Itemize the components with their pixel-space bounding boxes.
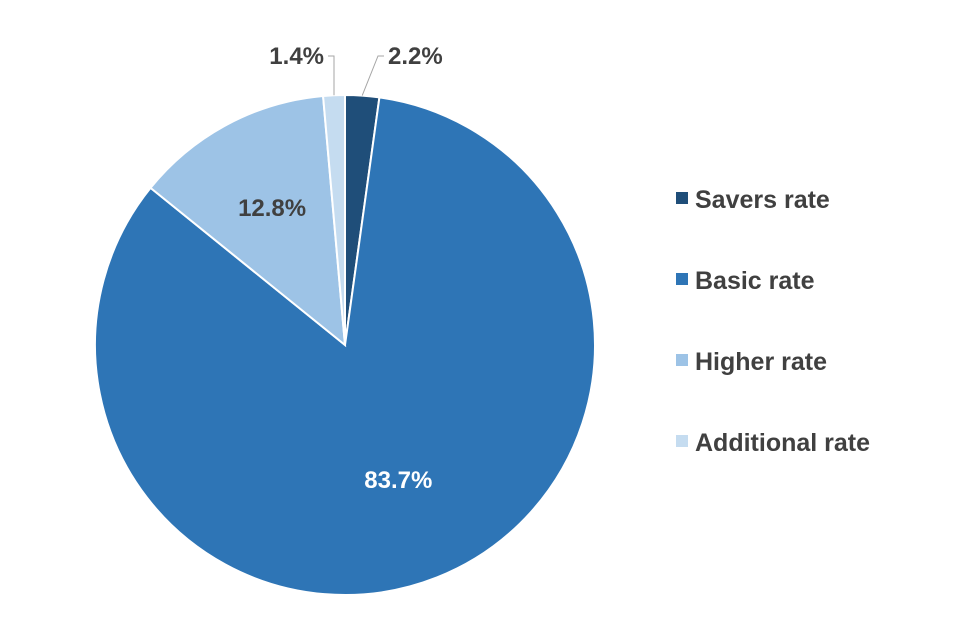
leader-line-savers-rate [361,55,384,96]
leader-line-additional-rate [328,55,335,96]
legend-label-basic-rate: Basic rate [695,267,815,295]
pie-slice-additional-rate [321,93,346,346]
legend: Savers rate Basic rate Higher rate Addition… [676,186,870,457]
data-label-higher-rate: 12.8% [238,195,306,222]
data-label-additional-rate: 1.4% [269,43,324,70]
data-labels: 2.2% 83.7% 12.8% 1.4% [238,43,443,494]
data-label-basic-rate: 83.7% [364,467,432,494]
pie-slice-higher-rate [149,94,347,348]
legend-label-additional-rate: Additional rate [695,429,870,457]
legend-swatch-higher-rate [676,354,688,366]
pie-slices [93,93,596,596]
legend-label-savers-rate: Savers rate [695,186,830,214]
legend-swatch-additional-rate [676,435,688,447]
legend-label-higher-rate: Higher rate [695,348,827,376]
leader-lines [328,55,384,96]
legend-swatch-savers-rate [676,192,688,204]
data-label-savers-rate: 2.2% [388,43,443,70]
legend-swatch-basic-rate [676,273,688,285]
